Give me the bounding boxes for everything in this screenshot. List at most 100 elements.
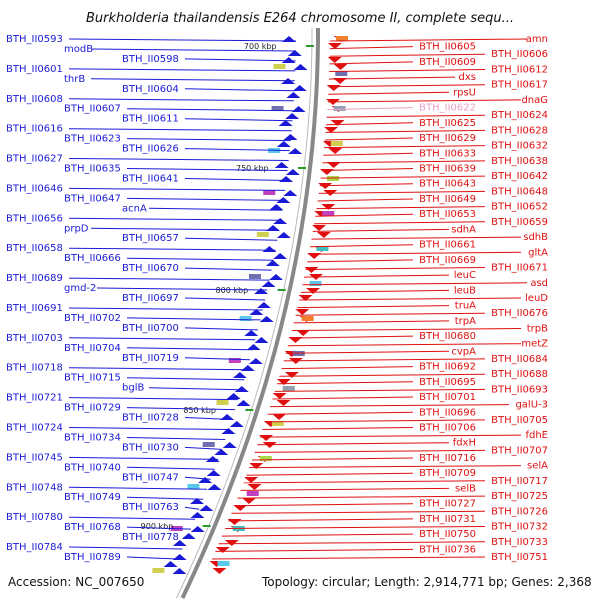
gene-label: BTH_II0616 xyxy=(6,124,63,135)
label-leader-line xyxy=(283,358,486,362)
gene-label: BTH_II0641 xyxy=(122,174,179,185)
label-leader-line xyxy=(295,312,486,316)
reverse-gene-arrow xyxy=(249,463,264,469)
reverse-gene-arrow xyxy=(224,540,239,546)
label-leader-line xyxy=(126,496,204,500)
label-leader-line xyxy=(126,466,215,470)
label-leader-line xyxy=(126,168,288,171)
label-leader-line xyxy=(184,417,232,420)
gene-label: BTH_II0728 xyxy=(122,413,179,424)
gene-label: BTH_II0632 xyxy=(491,141,548,152)
gene-label: BTH_II0669 xyxy=(419,255,476,266)
forward-gene-arrow xyxy=(279,176,294,182)
gene-label: BTH_II0730 xyxy=(122,442,179,453)
label-leader-line xyxy=(319,183,414,187)
label-leader-line xyxy=(126,407,236,411)
label-leader-line xyxy=(68,68,296,72)
gene-label: BTH_II0689 xyxy=(6,273,63,284)
forward-gene-arrow xyxy=(283,134,298,140)
forward-gene-arrow xyxy=(226,393,241,399)
gene-label: BTH_II0778 xyxy=(122,532,179,543)
label-leader-line xyxy=(312,228,450,232)
label-leader-line xyxy=(126,437,226,440)
reverse-gene-arrow xyxy=(276,379,291,385)
gene-label: BTH_II0643 xyxy=(419,179,476,190)
feature-block xyxy=(327,176,340,181)
label-leader-line xyxy=(329,61,414,65)
forward-gene-arrow xyxy=(278,120,293,126)
gene-label: acnA xyxy=(122,203,147,214)
reverse-gene-arrow xyxy=(284,372,299,378)
gene-label: BTH_II0605 xyxy=(419,42,476,53)
forward-gene-arrow xyxy=(254,337,269,343)
label-leader-line xyxy=(285,350,450,354)
forward-gene-arrow xyxy=(248,358,263,364)
forward-gene-arrow xyxy=(268,274,283,280)
gene-label: sdhB xyxy=(523,232,548,243)
feature-block xyxy=(202,442,215,447)
gene-label: BTH_II0763 xyxy=(122,502,179,513)
gene-label: modB xyxy=(64,44,93,55)
gene-label: BTH_II0642 xyxy=(491,171,548,182)
label-leader-line xyxy=(315,213,414,217)
forward-gene-arrow xyxy=(262,246,277,252)
label-leader-line xyxy=(291,328,522,331)
forward-gene-arrow xyxy=(292,85,307,91)
forward-gene-arrow xyxy=(221,428,236,434)
label-leader-line xyxy=(68,128,292,132)
feature-block xyxy=(152,568,165,573)
label-leader-line xyxy=(234,503,414,507)
label-leader-line xyxy=(126,317,261,321)
forward-gene-arrow xyxy=(206,470,221,476)
forward-gene-arrow xyxy=(234,386,249,392)
label-leader-line xyxy=(299,297,522,301)
kbp-tick-label: 900 kbp xyxy=(141,522,174,531)
label-leader-line xyxy=(90,78,295,82)
label-leader-line xyxy=(249,465,522,469)
forward-gene-arrow xyxy=(261,281,276,287)
gene-label: BTH_II0721 xyxy=(6,393,63,404)
map-title: Burkholderia thailandensis E264 chromoso… xyxy=(86,11,514,26)
forward-gene-arrow xyxy=(220,414,235,420)
label-leader-line xyxy=(262,427,414,430)
feature-block xyxy=(217,561,230,566)
kbp-tick-label: 850 kbp xyxy=(183,406,216,415)
gene-label: truA xyxy=(455,301,476,312)
gene-label: BTH_II0725 xyxy=(491,491,548,502)
label-leader-line xyxy=(327,107,414,111)
gene-label: fdxH xyxy=(453,438,476,449)
gene-label: BTH_II0646 xyxy=(6,183,63,194)
gene-label: BTH_II0604 xyxy=(122,84,179,95)
label-leader-line xyxy=(325,129,486,133)
label-leader-line xyxy=(320,175,486,179)
gene-label: BTH_II0718 xyxy=(6,363,63,374)
reverse-gene-arrow xyxy=(333,64,348,70)
label-leader-line xyxy=(316,206,486,210)
reverse-gene-arrow xyxy=(321,204,336,210)
gene-label: BTH_II0638 xyxy=(491,156,548,167)
forward-gene-arrow xyxy=(214,449,229,455)
kbp-tick-label: 800 kbp xyxy=(216,286,249,295)
gene-label: metZ xyxy=(521,339,548,350)
gene-label: BTH_II0709 xyxy=(419,468,476,479)
feature-block xyxy=(228,358,241,363)
kbp-tick-label: 700 kbp xyxy=(244,42,277,51)
label-leader-line xyxy=(184,237,278,241)
forward-gene-arrow xyxy=(285,169,300,175)
gene-label: selA xyxy=(527,461,548,472)
label-leader-line xyxy=(215,548,414,552)
gene-label: BTH_II0684 xyxy=(491,354,548,365)
label-leader-line xyxy=(327,99,522,103)
gene-label: BTH_II0629 xyxy=(419,133,476,144)
label-leader-line xyxy=(322,160,486,164)
gene-label: asd xyxy=(530,278,548,289)
label-leader-line xyxy=(126,347,253,351)
label-leader-line xyxy=(293,320,450,324)
feature-block xyxy=(301,316,314,321)
gene-label: BTH_II0732 xyxy=(491,522,548,533)
reverse-gene-arrow xyxy=(296,330,311,336)
gene-label: BTH_II0661 xyxy=(419,240,476,251)
gene-label: BTH_II0726 xyxy=(491,506,548,517)
reverse-gene-arrow xyxy=(304,267,319,273)
